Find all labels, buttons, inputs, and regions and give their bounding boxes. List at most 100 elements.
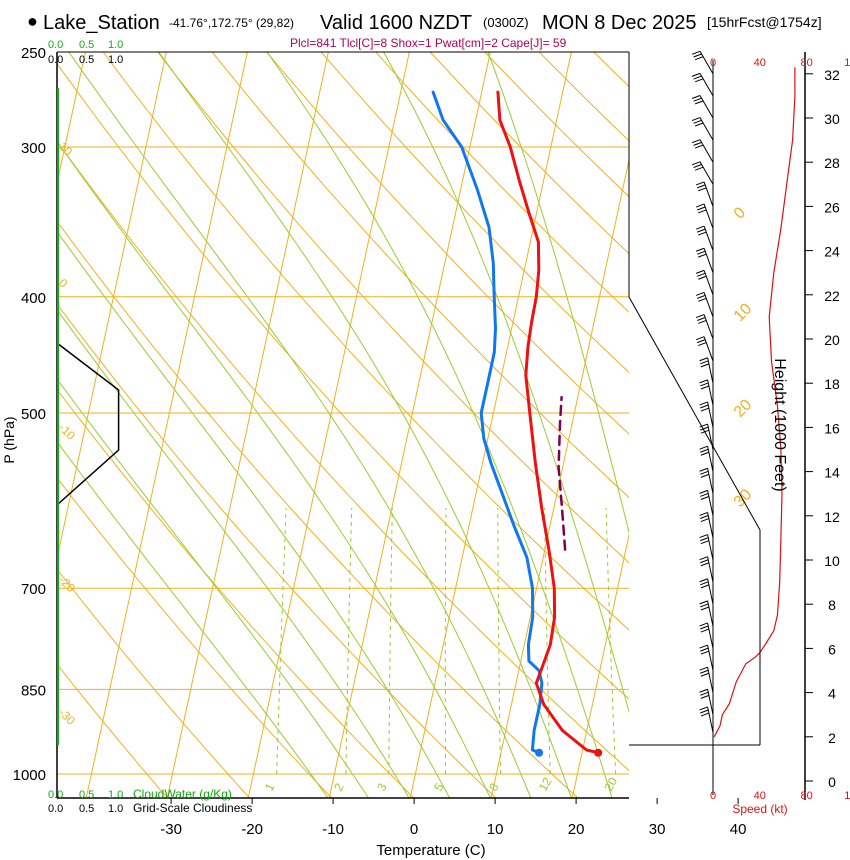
wind-barb (691, 139, 714, 163)
moist-adiabat (266, 52, 613, 798)
wind-barb-staff (703, 225, 714, 251)
wind-barb-flag (699, 445, 708, 450)
wind-barb-staff (699, 117, 714, 141)
dry-adiabat (375, 52, 629, 313)
moist-adiabat (158, 52, 572, 798)
dry-adiabat (57, 62, 629, 700)
wind-barb-flag (693, 53, 702, 58)
height-tick-label: 18 (824, 376, 840, 392)
height-tick-label: 2 (828, 730, 836, 746)
wind-barb-staff (699, 51, 714, 75)
thermo-grid: 100-10-20-301 2 3 5 8 12 20 (0, 0, 850, 799)
wind-barb-flag (693, 141, 702, 146)
wind-barb-staff (707, 490, 714, 516)
wind-barb-flag (699, 688, 708, 693)
wind-barb-flag (693, 119, 702, 124)
theta-label: 20 (731, 396, 756, 421)
wind-barb-flag (691, 95, 701, 99)
wind-barb (695, 247, 714, 273)
wind-barb-flag (700, 625, 709, 630)
height-tick-label: 20 (824, 332, 840, 348)
cloudiness-tick-1: 1.0 (108, 54, 123, 66)
isotherm (0, 0, 29, 799)
wind-barb (699, 511, 714, 539)
cloudwater-label: CloudWater (g/Kg) (133, 787, 232, 801)
wind-barb-flag (700, 448, 709, 453)
wind-barb-flag (699, 644, 708, 649)
wind-barb (699, 467, 714, 494)
mixing-ratio-label: 1 (262, 780, 278, 793)
wind-barb (699, 644, 714, 671)
wind-barb-flag (699, 489, 708, 494)
wind-barb-staff (703, 248, 714, 273)
wind-barb-flag (693, 164, 702, 168)
valid-time: Valid 1600 NZDT (320, 12, 472, 34)
pressure-tick-label: 700 (21, 581, 46, 598)
isotherm-label: -30 (56, 706, 78, 728)
cloudiness-label: Grid-Scale Cloudiness (133, 801, 252, 815)
wind-barb-flag (695, 291, 705, 296)
wind-barb-flag (696, 184, 706, 189)
wind-barb-staff (707, 600, 714, 627)
height-tick-label: 0 (828, 774, 836, 790)
isotherm (57, 52, 86, 186)
wind-barb-staff (699, 95, 714, 119)
forecast-hour: [15hrFcst@1754z] (707, 14, 822, 30)
wind-barb-flag (695, 269, 705, 274)
dry-adiabat (583, 0, 850, 799)
wind-barb-flag (696, 339, 706, 344)
moist-adiabat (383, 52, 629, 714)
pressure-tick-label: 400 (21, 290, 46, 307)
wind-barb-flag (700, 669, 709, 674)
speed-tick-label-bottom: 80 (800, 790, 812, 802)
wind-barb (699, 622, 714, 649)
wind-barb (691, 50, 714, 75)
moist-adiabat (57, 378, 370, 798)
speed-tick-label-top: 0 (710, 57, 716, 69)
wind-barb-flag (695, 336, 705, 341)
height-tick-label: 30 (824, 111, 840, 127)
height-tick-label: 8 (828, 597, 836, 613)
wind-barb-staff (707, 534, 714, 561)
wind-barb-flag (694, 78, 704, 83)
mixing-ratio-label: 2 (331, 780, 347, 793)
moist-adiabat (487, 52, 629, 535)
cloudwater-tick-05: 0.5 (79, 39, 94, 51)
wind-barb (695, 314, 714, 340)
wind-barb-flag (693, 75, 702, 80)
wind-barb-flag (700, 515, 709, 519)
wind-barb (699, 600, 714, 627)
wind-barb-flag (698, 187, 707, 192)
cloudiness-profile-low (57, 830, 96, 860)
wind-barb (699, 357, 714, 384)
speed-tick-label-bottom: 40 (754, 790, 766, 802)
moist-adiabat (57, 308, 410, 798)
wind-barb-staff (707, 468, 714, 494)
wind-barb (699, 578, 714, 605)
speed-tick-label-top: 120 (844, 57, 850, 69)
parcel-curve (557, 395, 567, 551)
wind-barb-staff (707, 423, 714, 450)
wind-barb-flag (699, 600, 708, 605)
wind-barb-flag (700, 603, 709, 608)
pressure-tick-label: 500 (21, 406, 46, 423)
wind-barb-staff (707, 556, 714, 583)
wind-barb-flag (700, 385, 710, 390)
moist-adiabat (57, 230, 451, 798)
zulu-time: (0300Z) (483, 15, 529, 30)
mixing-ratio-line (544, 507, 551, 775)
wind-barb-staff (707, 667, 714, 693)
dry-adiabat (532, 0, 850, 799)
wind-barb (695, 269, 714, 295)
pressure-tick-label: 250 (21, 45, 46, 62)
mixing-ratio-line (497, 507, 501, 775)
wind-barb-staff (707, 578, 714, 605)
wind-barb-flag (700, 360, 709, 365)
wind-barb-flag (691, 117, 701, 122)
speed-tick-label-bottom: 120 (844, 790, 850, 802)
dry-adiabat (211, 52, 629, 499)
wind-panel-boundary (628, 52, 761, 745)
wind-barb-flag (694, 166, 704, 171)
wind-barb-staff (703, 203, 714, 229)
